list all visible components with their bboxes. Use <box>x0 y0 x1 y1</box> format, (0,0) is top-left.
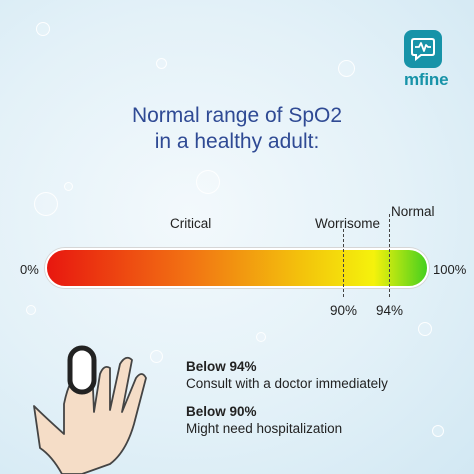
title-line-2: in a healthy adult: <box>154 130 320 153</box>
bubble <box>432 425 444 437</box>
bubble <box>418 322 432 336</box>
bubble <box>156 58 167 69</box>
brand-name: mfine <box>404 70 449 89</box>
spo2-gradient-bar <box>45 248 429 288</box>
info-block-94: Below 94% Consult with a doctor immediat… <box>186 358 388 392</box>
bubble <box>26 305 36 315</box>
info-heading-94: Below 94% <box>186 359 257 374</box>
info-block-90: Below 90% Might need hospitalization <box>186 403 342 437</box>
bubble <box>36 22 50 36</box>
bubble <box>150 350 163 363</box>
threshold-label-90: 90% <box>330 303 358 318</box>
bubble <box>338 60 355 77</box>
scale-min-label: 0% <box>20 262 39 277</box>
info-heading-90: Below 90% <box>186 404 257 419</box>
zone-label-critical: Critical <box>170 216 212 231</box>
bubble <box>256 332 266 342</box>
info-text-90: Might need hospitalization <box>186 421 343 436</box>
scale-max-label: 100% <box>433 262 467 277</box>
hand-with-pulse-oximeter-icon <box>33 345 147 474</box>
page-title: Normal range of SpO2 in a healthy adult: <box>0 103 474 155</box>
bubble <box>196 170 220 194</box>
brand-logo: mfine <box>404 30 449 114</box>
threshold-label-94: 94% <box>376 303 404 318</box>
threshold-line-94 <box>389 214 390 297</box>
info-text-94: Consult with a doctor immediately <box>186 376 388 391</box>
title-line-1: Normal range of SpO2 <box>131 104 343 127</box>
threshold-line-90 <box>343 229 344 297</box>
heartbeat-chat-icon <box>404 30 442 68</box>
bubble <box>34 192 58 216</box>
bubble <box>64 182 73 191</box>
zone-label-normal: Normal <box>391 204 435 219</box>
zone-label-worrisome: Worrisome <box>315 216 381 231</box>
